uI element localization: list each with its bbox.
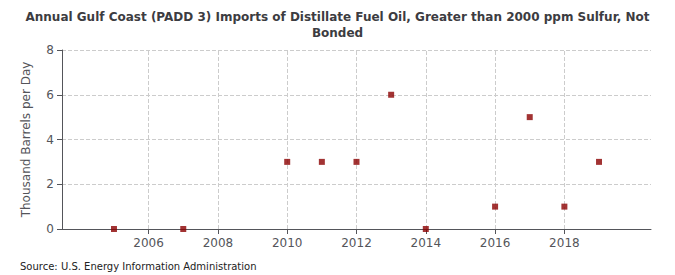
svg-text:Bonded: Bonded (312, 26, 363, 40)
svg-text:2: 2 (46, 177, 54, 191)
svg-text:Thousand Barrels per Day: Thousand Barrels per Day (19, 62, 33, 219)
svg-text:2012: 2012 (341, 236, 372, 250)
svg-text:0: 0 (46, 222, 54, 236)
svg-text:2016: 2016 (480, 236, 511, 250)
svg-text:8: 8 (46, 43, 54, 57)
svg-text:2008: 2008 (203, 236, 234, 250)
svg-text:6: 6 (46, 88, 54, 102)
svg-text:4: 4 (46, 133, 54, 147)
svg-text:2014: 2014 (411, 236, 442, 250)
svg-text:Annual Gulf Coast (PADD 3) Imp: Annual Gulf Coast (PADD 3) Imports of Di… (25, 10, 649, 24)
svg-text:2018: 2018 (549, 236, 580, 250)
svg-text:2010: 2010 (272, 236, 303, 250)
svg-text:2006: 2006 (133, 236, 164, 250)
svg-text:Source: U.S. Energy Informatio: Source: U.S. Energy Information Administ… (20, 261, 257, 272)
